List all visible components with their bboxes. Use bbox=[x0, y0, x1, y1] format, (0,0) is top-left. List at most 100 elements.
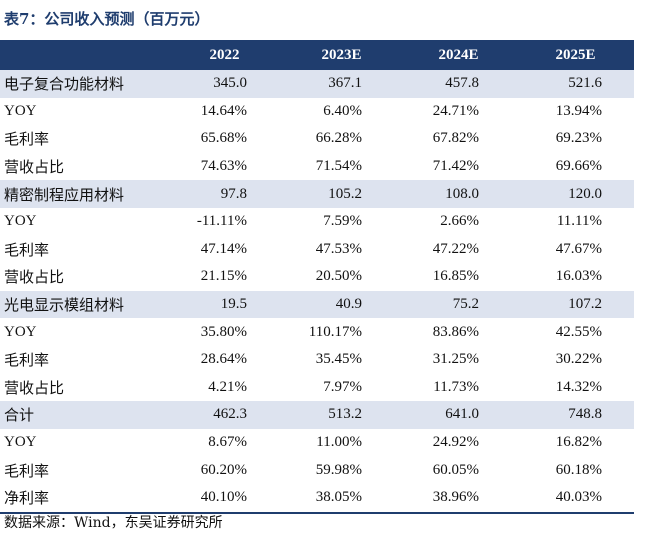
value-cell: 120.0 bbox=[517, 180, 634, 208]
row-label: 毛利率 bbox=[4, 463, 50, 480]
value-cell: 83.86% bbox=[432, 323, 479, 340]
value-cell: 748.8 bbox=[517, 401, 634, 429]
value-cell: 24.92% bbox=[432, 434, 479, 451]
row-label: 毛利率 bbox=[4, 242, 50, 259]
row-label: 毛利率 bbox=[4, 353, 50, 370]
value-cell: 47.14% bbox=[200, 240, 247, 257]
header-cell-2024e: 2024E bbox=[400, 40, 517, 70]
value-cell: 2.66% bbox=[440, 213, 479, 230]
table-row: 营收占比 4.21% 7.97% 11.73% 14.32% bbox=[0, 374, 634, 402]
value-cell: 8.67% bbox=[208, 434, 247, 451]
value-cell: 462.3 bbox=[166, 401, 283, 429]
value-cell: 13.94% bbox=[555, 102, 602, 119]
table-row: 毛利率 60.20% 59.98% 60.05% 60.18% bbox=[0, 456, 634, 484]
value-cell: 105.2 bbox=[283, 180, 400, 208]
row-label: 合计 bbox=[0, 401, 166, 429]
header-row: 2022 2023E 2024E 2025E bbox=[0, 40, 634, 70]
value-cell: 367.1 bbox=[283, 70, 400, 98]
value-cell: 521.6 bbox=[517, 70, 634, 98]
value-cell: 110.17% bbox=[308, 323, 362, 340]
table-row: YOY -11.11% 7.59% 2.66% 11.11% bbox=[0, 208, 634, 236]
value-cell: 14.32% bbox=[555, 378, 602, 395]
value-cell: 71.42% bbox=[432, 158, 479, 175]
segment-row: 合计 462.3 513.2 641.0 748.8 bbox=[0, 401, 634, 429]
header-cell-2023e: 2023E bbox=[283, 40, 400, 70]
value-cell: 40.9 bbox=[283, 290, 400, 319]
table-body: 电子复合功能材料 345.0 367.1 457.8 521.6 YOY 14.64% 6.4… bbox=[0, 70, 634, 514]
source-note: 数据来源：Wind，东吴证券研究所 bbox=[4, 515, 223, 531]
value-cell: 14.64% bbox=[200, 102, 247, 119]
value-cell: 35.80% bbox=[200, 323, 247, 340]
value-cell: 97.8 bbox=[166, 180, 283, 208]
table-row: YOY 8.67% 11.00% 24.92% 16.82% bbox=[0, 429, 634, 457]
row-label: YOY bbox=[4, 434, 37, 451]
table-row: YOY 35.80% 110.17% 83.86% 42.55% bbox=[0, 318, 634, 346]
value-cell: 65.68% bbox=[200, 130, 247, 147]
header-cell-label bbox=[0, 40, 166, 70]
value-cell: 19.5 bbox=[166, 290, 283, 319]
row-label: YOY bbox=[4, 323, 37, 340]
value-cell: -11.11% bbox=[196, 213, 247, 230]
value-cell: 42.55% bbox=[555, 323, 602, 340]
value-cell: 345.0 bbox=[166, 70, 283, 98]
segment-row: 光电显示模组材料 19.5 40.9 75.2 107.2 bbox=[0, 290, 634, 319]
segment-row: 精密制程应用材料 97.8 105.2 108.0 120.0 bbox=[0, 180, 634, 208]
value-cell: 11.73% bbox=[433, 378, 479, 395]
table-row: YOY 14.64% 6.40% 24.71% 13.94% bbox=[0, 98, 634, 126]
table-title: 表7：公司收入预测（百万元） bbox=[4, 10, 210, 28]
revenue-forecast-table: 2022 2023E 2024E 2025E 电子复合功能材料 345.0 367.… bbox=[0, 40, 634, 514]
value-cell: 31.25% bbox=[432, 351, 479, 368]
row-label: 营收占比 bbox=[4, 270, 65, 287]
value-cell: 16.03% bbox=[555, 268, 602, 285]
row-label: YOY bbox=[4, 213, 37, 230]
row-label: 精密制程应用材料 bbox=[0, 180, 166, 208]
value-cell: 69.23% bbox=[555, 130, 602, 147]
header-cell-2025e: 2025E bbox=[517, 40, 634, 70]
value-cell: 30.22% bbox=[555, 351, 602, 368]
value-cell: 40.03% bbox=[517, 483, 634, 514]
value-cell: 60.18% bbox=[555, 461, 602, 478]
value-cell: 641.0 bbox=[400, 401, 517, 429]
segment-row: 电子复合功能材料 345.0 367.1 457.8 521.6 bbox=[0, 70, 634, 98]
value-cell: 67.82% bbox=[432, 130, 479, 147]
value-cell: 7.97% bbox=[323, 378, 362, 395]
value-cell: 107.2 bbox=[517, 290, 634, 319]
value-cell: 69.66% bbox=[555, 158, 602, 175]
table-row: 毛利率 65.68% 66.28% 67.82% 69.23% bbox=[0, 125, 634, 153]
value-cell: 20.50% bbox=[315, 268, 362, 285]
value-cell: 74.63% bbox=[200, 158, 247, 175]
value-cell: 21.15% bbox=[200, 268, 247, 285]
value-cell: 4.21% bbox=[208, 378, 247, 395]
row-label: 营收占比 bbox=[4, 160, 65, 177]
row-label: 净利率 bbox=[0, 483, 166, 514]
value-cell: 38.05% bbox=[283, 483, 400, 514]
value-cell: 38.96% bbox=[400, 483, 517, 514]
value-cell: 457.8 bbox=[400, 70, 517, 98]
value-cell: 7.59% bbox=[323, 213, 362, 230]
value-cell: 28.64% bbox=[200, 351, 247, 368]
value-cell: 24.71% bbox=[432, 102, 479, 119]
header-cell-2022: 2022 bbox=[166, 40, 283, 70]
value-cell: 47.22% bbox=[432, 240, 479, 257]
table-row: 净利率 40.10% 38.05% 38.96% 40.03% bbox=[0, 483, 634, 514]
value-cell: 60.20% bbox=[200, 461, 247, 478]
value-cell: 59.98% bbox=[315, 461, 362, 478]
value-cell: 35.45% bbox=[315, 351, 362, 368]
value-cell: 11.00% bbox=[316, 434, 362, 451]
row-label: 营收占比 bbox=[4, 380, 65, 397]
table-row: 毛利率 47.14% 47.53% 47.22% 47.67% bbox=[0, 236, 634, 264]
row-label: 电子复合功能材料 bbox=[0, 70, 166, 98]
row-label: 光电显示模组材料 bbox=[0, 290, 166, 319]
value-cell: 6.40% bbox=[323, 102, 362, 119]
value-cell: 16.85% bbox=[432, 268, 479, 285]
value-cell: 16.82% bbox=[555, 434, 602, 451]
value-cell: 66.28% bbox=[315, 130, 362, 147]
value-cell: 47.67% bbox=[555, 240, 602, 257]
table-row: 毛利率 28.64% 35.45% 31.25% 30.22% bbox=[0, 346, 634, 374]
value-cell: 60.05% bbox=[432, 461, 479, 478]
row-label: 毛利率 bbox=[4, 132, 50, 149]
table-row: 营收占比 74.63% 71.54% 71.42% 69.66% bbox=[0, 153, 634, 181]
value-cell: 47.53% bbox=[315, 240, 362, 257]
value-cell: 71.54% bbox=[315, 158, 362, 175]
value-cell: 108.0 bbox=[400, 180, 517, 208]
